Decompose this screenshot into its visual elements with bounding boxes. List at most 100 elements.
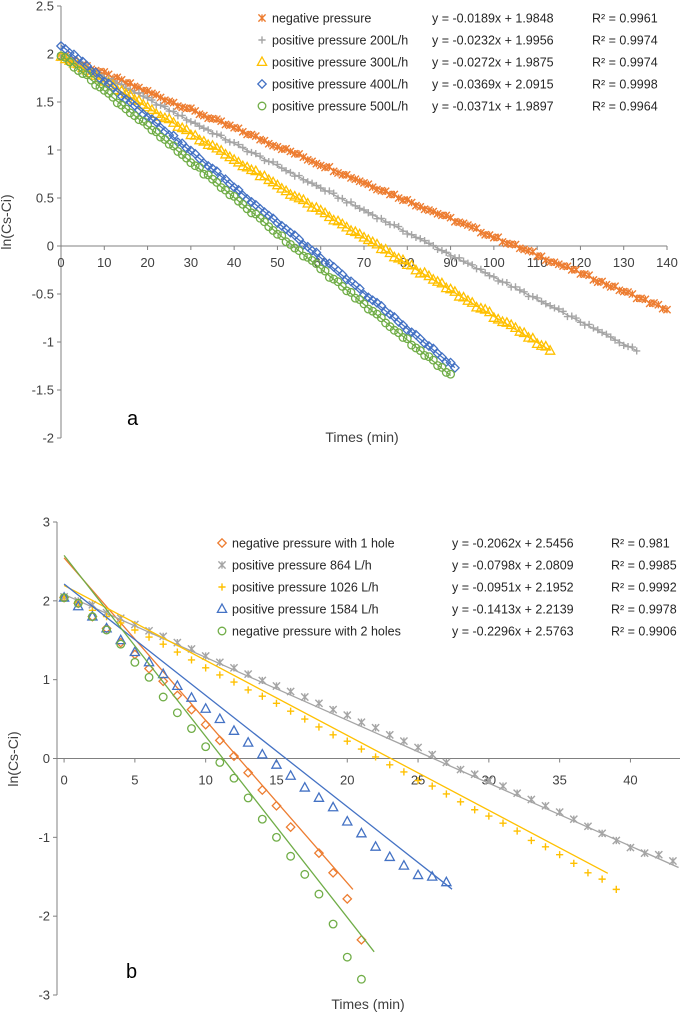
data-point	[329, 274, 339, 284]
data-point	[389, 325, 399, 335]
y-tick-label: 2.5	[36, 0, 54, 14]
x-axis-title: Times (min)	[325, 429, 398, 445]
data-point	[379, 243, 392, 254]
data-point	[263, 210, 274, 221]
data-point	[224, 150, 236, 162]
data-point	[187, 724, 196, 733]
data-point	[198, 135, 210, 146]
data-point	[350, 293, 360, 303]
legend-r-squared: R² = 0.9998	[592, 78, 658, 92]
data-point	[272, 832, 281, 842]
data-point	[328, 919, 338, 929]
data-point	[342, 952, 352, 962]
data-point	[412, 868, 424, 880]
data-point	[144, 672, 154, 682]
data-point	[272, 229, 282, 239]
data-point	[414, 776, 422, 785]
legend-item: positive pressure 400L/h y = -0.0369x + 2…	[256, 78, 658, 92]
data-point	[215, 757, 225, 767]
x-tick-label: 70	[357, 255, 371, 270]
data-point	[341, 815, 353, 826]
y-tick-label: 2	[43, 593, 50, 608]
legend-label: negative pressure with 2 holes	[232, 625, 401, 639]
data-point	[402, 334, 412, 344]
data-point	[428, 782, 436, 790]
legend-marker	[257, 13, 267, 23]
data-point	[145, 633, 153, 641]
legend-equation: y = -0.0232x + 1.9956	[432, 34, 554, 48]
data-point	[78, 69, 88, 79]
data-point	[359, 299, 369, 309]
data-point	[294, 246, 304, 256]
data-point	[541, 843, 550, 851]
legend-label: positive pressure 300L/h	[272, 56, 408, 70]
data-point	[212, 177, 222, 187]
data-point	[130, 657, 140, 667]
y-tick-label: 1	[43, 672, 50, 687]
legend-label: negative pressure	[272, 12, 371, 26]
data-point	[138, 108, 149, 120]
data-point	[257, 784, 268, 796]
data-point	[230, 678, 238, 686]
data-point	[313, 791, 325, 802]
data-point	[397, 320, 409, 331]
data-point	[56, 51, 66, 61]
series-negative-pressure	[56, 51, 672, 314]
data-point	[250, 164, 262, 176]
data-point	[570, 859, 578, 867]
x-tick-label: 20	[340, 773, 354, 788]
data-point	[413, 743, 423, 752]
trendline	[60, 44, 456, 369]
data-point	[257, 814, 267, 824]
data-point	[363, 304, 373, 314]
y-tick-label: 0	[47, 239, 54, 254]
legend-r-squared: R² = 0.9992	[611, 581, 677, 595]
data-point	[277, 231, 287, 241]
data-point	[157, 667, 169, 679]
legend-label: positive pressure 200L/h	[272, 34, 408, 48]
data-point	[131, 626, 139, 634]
data-point	[117, 619, 125, 627]
data-point	[418, 266, 431, 277]
data-point	[133, 94, 145, 105]
legend: negative pressure y = -0.0189x + 1.9848 R²…	[256, 12, 658, 114]
data-point	[376, 313, 386, 323]
data-point	[171, 679, 184, 691]
data-point	[115, 633, 127, 645]
data-point	[216, 671, 224, 679]
legend-equation: y = -0.0189x + 1.9848	[432, 12, 554, 26]
data-point	[411, 343, 421, 353]
data-point	[320, 266, 330, 276]
legend: negative pressure with 1 hole y = -0.2062…	[216, 537, 677, 639]
data-point	[112, 98, 122, 108]
data-point	[270, 758, 283, 769]
series-positive-pressure-400l-h	[55, 40, 461, 373]
data-point	[513, 827, 521, 835]
data-point	[485, 812, 493, 820]
data-point	[300, 692, 309, 702]
data-point	[169, 141, 178, 151]
y-axis-title: ln(Cs-Ci)	[5, 731, 21, 786]
legend-marker	[217, 626, 227, 636]
data-point	[355, 827, 368, 838]
data-point	[272, 699, 281, 707]
data-point	[415, 346, 425, 356]
data-point	[199, 702, 212, 713]
trendline	[60, 53, 637, 352]
x-tick-label: 10	[198, 773, 212, 788]
data-point	[369, 840, 382, 851]
data-point	[246, 196, 257, 208]
data-point	[287, 707, 295, 715]
data-point	[327, 867, 339, 878]
x-tick-label: 130	[613, 255, 635, 270]
legend-item: positive pressure 500L/h y = -0.0371x + 1…	[257, 100, 658, 114]
y-tick-label: -2	[38, 909, 50, 924]
data-point	[584, 869, 592, 877]
legend-item: positive pressure 1026 L/h y = -0.0951x +…	[218, 581, 677, 595]
data-point	[72, 599, 84, 611]
data-point	[216, 183, 226, 193]
legend-marker	[218, 583, 226, 591]
x-tick-label: 5	[131, 773, 138, 788]
legend-item: negative pressure with 2 holes y = -0.229…	[217, 625, 677, 639]
